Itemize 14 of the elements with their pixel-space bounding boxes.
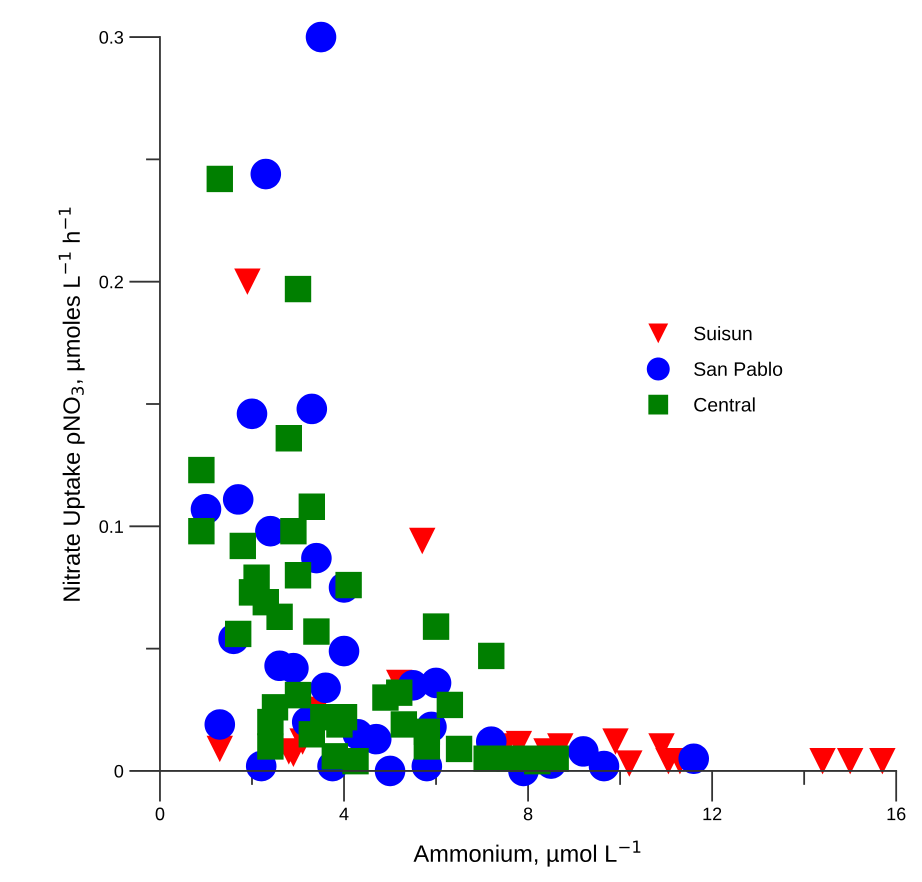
- y-tick-label: 0.2: [99, 276, 123, 288]
- x-tick-label: 12: [703, 808, 722, 820]
- x-tick-label: 16: [888, 808, 906, 820]
- y-axis-title: Nitrate Uptake ρNO$_{3}$, µmoles L$^{−1}$ h$^{−1}$: [58, 208, 85, 601]
- legend-label: San Pablo: [694, 362, 782, 376]
- x-tick-label: 4: [339, 808, 349, 820]
- y-tick-label: 0: [114, 764, 124, 778]
- x-tick-label: 8: [524, 808, 532, 820]
- x-axis-title: Ammonium, µmol L$^{−1}$: [413, 840, 640, 867]
- legend-label: Suisun: [694, 326, 752, 340]
- y-tick-label: 0.3: [99, 30, 124, 44]
- legend-label: Central: [694, 397, 755, 412]
- x-tick-label: 0: [156, 808, 164, 820]
- y-tick-label: 0.1: [99, 520, 123, 534]
